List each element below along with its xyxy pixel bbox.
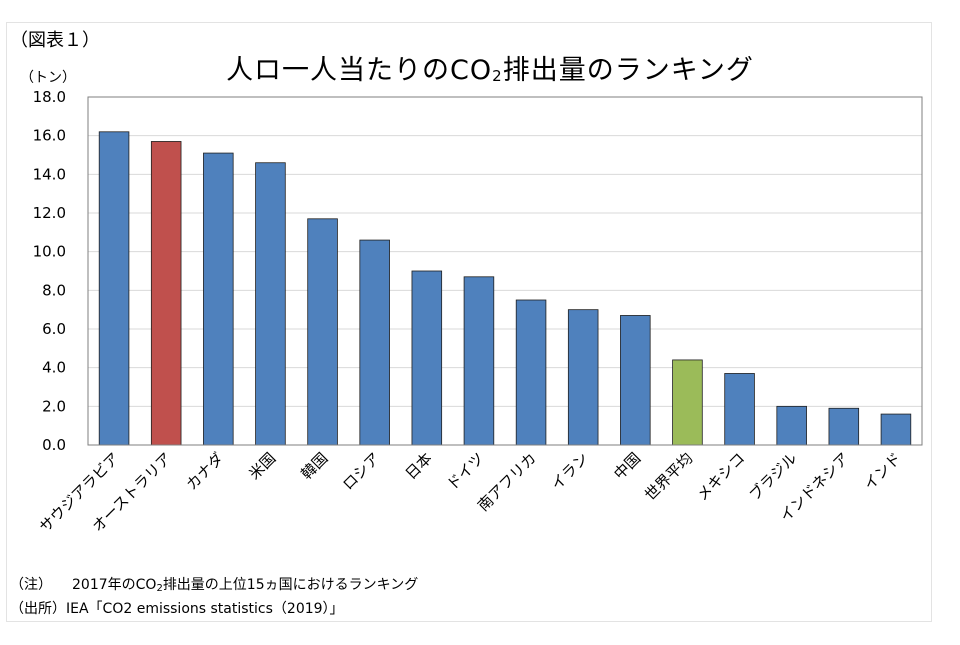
bar-12	[724, 373, 755, 446]
footnote-text-1: 2017年のCO	[72, 577, 157, 593]
x-category-label: 中国	[610, 449, 644, 483]
footnote-tag: （注）	[10, 577, 52, 593]
footnote-subscript: 2	[156, 583, 163, 594]
footnote: （注） 2017年のCO2排出量の上位15ヵ国におけるランキング	[10, 574, 418, 594]
source-tag: （出所）	[10, 601, 66, 617]
bar-15	[880, 413, 912, 446]
plot-area-border	[87, 96, 923, 446]
y-tick-label: 12.0	[33, 204, 66, 222]
y-tick-label: 14.0	[33, 165, 66, 183]
bar-14	[828, 407, 860, 446]
bar-11	[672, 359, 703, 446]
y-tick-label: 6.0	[42, 320, 66, 338]
footnote-text-2: 排出量の上位15ヵ国におけるランキング	[162, 577, 419, 593]
bars	[98, 131, 912, 446]
x-category-label: 世界平均	[641, 449, 696, 504]
bar-6	[411, 270, 443, 446]
title-subscript: 2	[492, 67, 503, 85]
bar-4	[307, 218, 338, 446]
bar-2	[203, 152, 234, 446]
bar-8	[515, 299, 547, 446]
y-tick-label: 4.0	[42, 359, 66, 377]
y-tick-label: 2.0	[42, 397, 66, 415]
x-category-label: 韓国	[297, 449, 331, 483]
y-axis-unit: （トン）	[20, 70, 76, 86]
bar-5	[359, 239, 390, 446]
bar-1	[150, 141, 182, 446]
x-category-label: カナダ	[183, 449, 228, 494]
bar-13	[776, 405, 807, 446]
x-category-label: ドイツ	[443, 449, 488, 494]
y-tick-label: 10.0	[33, 243, 66, 261]
bar-9	[567, 309, 599, 446]
source-note: （出所）IEA「CO2 emissions statistics（2019）」	[10, 598, 344, 618]
y-tick-label: 8.0	[42, 281, 66, 299]
chart-title: 人ロ一人当たりのCO2排出量のランキング	[180, 48, 800, 87]
bar-0	[98, 131, 130, 446]
x-category-label: ロシア	[339, 449, 384, 494]
x-category-label: イラン	[547, 449, 592, 494]
title-part-1: 人ロ一人当たりのCO	[226, 55, 493, 86]
y-tick-label: 18.0	[33, 88, 66, 106]
x-category-label: 日本	[402, 449, 436, 483]
source-text: IEA「CO2 emissions statistics（2019）」	[66, 601, 344, 617]
x-category-label: メキシコ	[693, 449, 748, 504]
figure-frame	[6, 22, 932, 622]
x-category-label: 米国	[245, 449, 279, 483]
title-part-2: 排出量のランキング	[502, 55, 754, 86]
bar-3	[255, 162, 286, 446]
bar-7	[463, 276, 495, 446]
y-axis-ticks: 0.0 2.0 4.0 6.0 8.0 10.0 12.0 14.0 16.0 18.0	[33, 88, 66, 454]
y-tick-label: 0.0	[42, 436, 66, 454]
x-category-label: インド	[860, 449, 905, 494]
y-tick-label: 16.0	[33, 127, 66, 145]
bar-10	[620, 315, 651, 446]
figure-label: （図表１）	[10, 30, 100, 51]
